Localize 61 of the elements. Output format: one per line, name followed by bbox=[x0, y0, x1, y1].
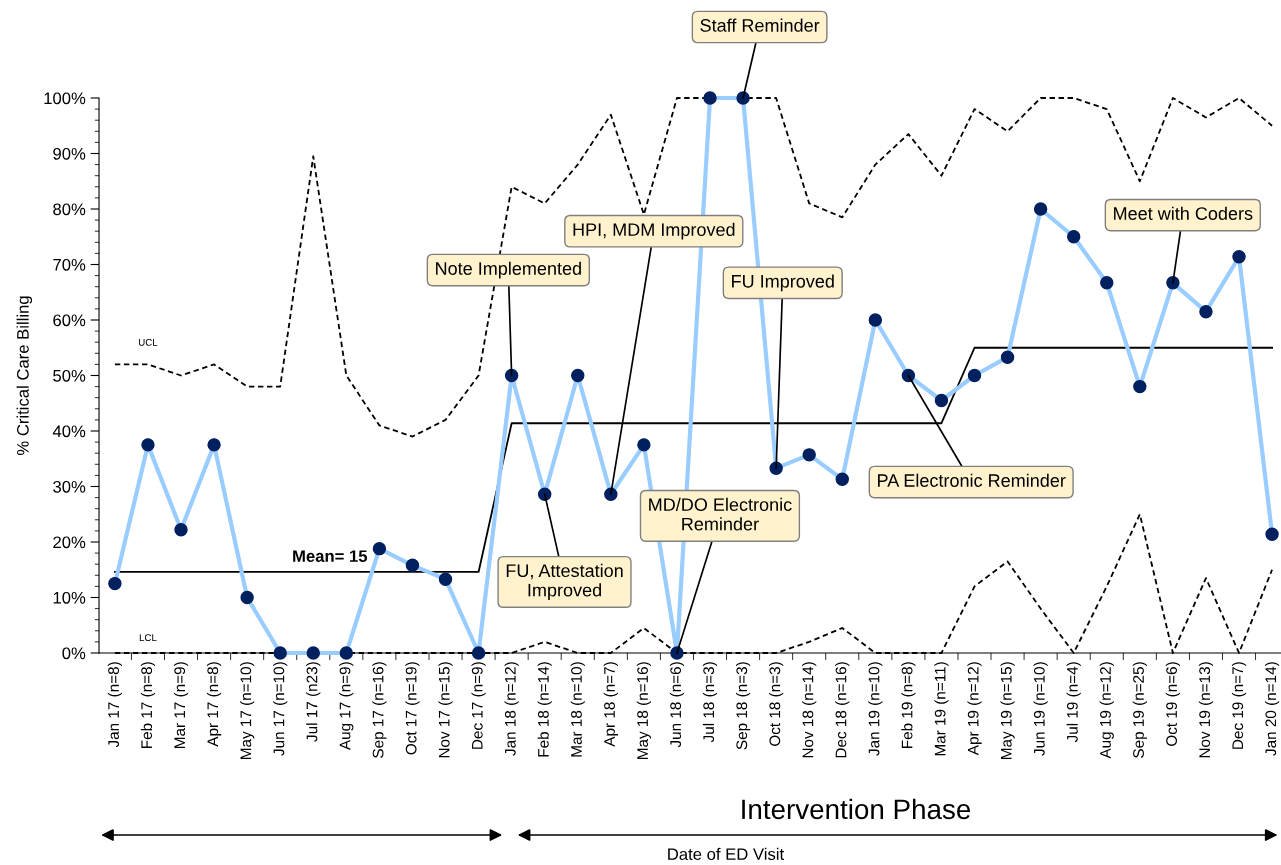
x-tick-label: Mar 18 (n=10) bbox=[570, 662, 585, 757]
y-tick-label: 70% bbox=[53, 258, 86, 271]
annotation: Note Implemented bbox=[436, 261, 581, 279]
x-tick-label: Sep 18 (n=3) bbox=[735, 662, 751, 750]
x-tick-label: Apr 17 (n=8) bbox=[206, 662, 222, 747]
x-tick-label: Jun 18 (n=6) bbox=[669, 662, 685, 748]
x-tick-label: Jul 18 (n=3) bbox=[702, 662, 718, 743]
y-tick-label: 60% bbox=[53, 314, 86, 327]
x-tick-label: Jul 19 (n=4) bbox=[1066, 662, 1081, 743]
x-tick-label: Nov 19 (n=13) bbox=[1198, 662, 1214, 758]
x-tick-label: Oct 17 (n=19) bbox=[405, 662, 420, 755]
y-tick-label: 40% bbox=[52, 425, 86, 438]
x-tick-label: Jul 17 (n23) bbox=[306, 662, 321, 742]
text: Intervention Phase bbox=[742, 798, 971, 820]
x-tick-label: Nov 18 (n=14) bbox=[802, 662, 817, 758]
x-tick-label: Jan 19 (n=10) bbox=[868, 662, 883, 756]
x-tick-label: Sep 17 (n=16) bbox=[372, 662, 387, 758]
y-tick-label: 90% bbox=[53, 147, 86, 160]
x-tick-label: Jan 17 (n=8) bbox=[107, 662, 122, 748]
x-tick-label: Jan 18 (n=12) bbox=[504, 662, 519, 756]
x-tick-label: Jun 19 (n=10) bbox=[1033, 662, 1048, 756]
x-tick-label: Jun 17 (n=10) bbox=[273, 662, 288, 756]
x-tick-label: Sep 19 (n=25) bbox=[1132, 662, 1147, 758]
annotation: FU Improved bbox=[732, 274, 834, 292]
y-tick-label: 30% bbox=[53, 480, 86, 493]
annotation: HPI, MDM Improved bbox=[573, 222, 735, 240]
x-tick-label: Mar 17 (n=9) bbox=[173, 662, 189, 748]
x-tick-label: Dec 17 (n=9) bbox=[471, 662, 486, 749]
series-label: Mean= 15 bbox=[293, 550, 368, 563]
x-tick-label: Apr 19 (n=12) bbox=[967, 662, 982, 756]
series-label: UCL bbox=[138, 338, 158, 346]
y-tick-label: 100% bbox=[44, 92, 86, 105]
x-tick-label: Feb 18 (n=14) bbox=[537, 662, 552, 757]
x-tick-label: Jan 20 (n=14) bbox=[1264, 662, 1280, 756]
y-tick-label: 50% bbox=[53, 369, 86, 382]
x-tick-label: May 17 (n=10) bbox=[240, 662, 255, 759]
y-axis-title: % Critical Care Billing bbox=[16, 296, 33, 456]
x-tick-label: Oct 18 (n=3) bbox=[769, 662, 784, 746]
x-tick-label: Dec 18 (n=16) bbox=[835, 662, 850, 758]
series-label: LCL bbox=[139, 634, 157, 642]
x-tick-label: Feb 17 (n=8) bbox=[140, 662, 156, 748]
x-tick-label: Feb 19 (n=8) bbox=[901, 662, 916, 748]
x-tick-label: May 18 (n=16) bbox=[636, 662, 652, 759]
y-tick-label: 20% bbox=[53, 536, 86, 549]
x-tick-label: Oct 19 (n=6) bbox=[1165, 662, 1180, 746]
x-tick-label: Aug 17 (n=9) bbox=[339, 662, 354, 751]
annotation: MD/DO Electronic Reminder bbox=[649, 497, 792, 531]
annotation: Staff Reminder bbox=[700, 18, 820, 32]
annotation: Meet with Coders bbox=[1114, 206, 1253, 220]
annotation: PA Electronic Reminder bbox=[878, 473, 1066, 487]
x-tick-label: Dec 19 (n=7) bbox=[1231, 662, 1247, 749]
annotation: FU, Attestation Improved bbox=[506, 563, 623, 601]
x-tick-label: Mar 19 (n=11) bbox=[934, 662, 949, 756]
x-tick-label: Apr 18 (n=7) bbox=[603, 662, 618, 747]
y-tick-label: 80% bbox=[53, 203, 86, 216]
x-tick-label: May 19 (n=15) bbox=[1000, 662, 1015, 759]
x-tick-label: Aug 19 (n=12) bbox=[1099, 662, 1114, 759]
x-tick-label: Nov 17 (n=15) bbox=[438, 662, 453, 758]
y-tick-label: 10% bbox=[53, 591, 86, 604]
y-tick-label: 0% bbox=[62, 647, 86, 660]
text: Date of ED Visit bbox=[668, 847, 785, 861]
